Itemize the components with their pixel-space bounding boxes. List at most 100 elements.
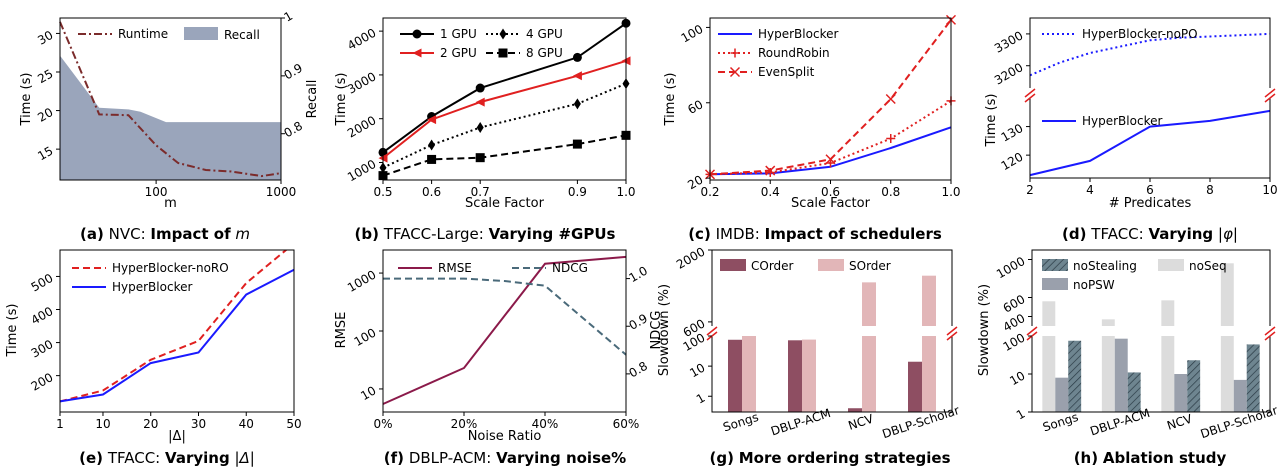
y-axis-label: Time (s) bbox=[984, 94, 999, 148]
legend-series-0-label: HyperBlocker-noRO bbox=[112, 261, 229, 275]
bar-noSeq-3-upper bbox=[1220, 263, 1234, 326]
bar-SOrder-0-lower bbox=[742, 336, 756, 412]
series-2-point-2 bbox=[476, 121, 484, 133]
axis-break bbox=[1024, 88, 1036, 103]
plot-area bbox=[60, 250, 294, 403]
recall-area bbox=[60, 55, 281, 180]
legend-series-1-marker bbox=[730, 48, 740, 58]
x-tick-label-2: 6 bbox=[1146, 183, 1154, 197]
bar-noPSW-2 bbox=[1174, 374, 1188, 412]
y-tick-label-0: 1000 bbox=[345, 157, 378, 184]
x-tick-label-3: 8 bbox=[1206, 183, 1214, 197]
x-tick-label-4: 1.0 bbox=[616, 185, 635, 199]
x-tick-label-1: 10 bbox=[95, 417, 110, 431]
caption-rest: More ordering strategies bbox=[739, 449, 951, 467]
x-axis-label: Noise Ratio bbox=[468, 429, 542, 444]
y-axis-label: Time (s) bbox=[663, 73, 678, 127]
y-tick-label-0: 10 bbox=[358, 383, 378, 403]
bar-noSeq-0-lower bbox=[1042, 336, 1056, 412]
legend-series-1-label: RoundRobin bbox=[758, 46, 830, 60]
legend-SOrder-label: SOrder bbox=[849, 259, 891, 273]
caption-dataset: TFACC: bbox=[1090, 225, 1143, 243]
y2-tick-label-0: 0.8 bbox=[282, 119, 306, 141]
legend-recall-label: Recall bbox=[224, 28, 260, 42]
y-tick-label-2: 100 bbox=[679, 22, 706, 46]
y-tick-label-1: 3300 bbox=[992, 28, 1025, 55]
y-axis-label: Slowdown (%) bbox=[977, 284, 992, 376]
legend-series-1-label: HyperBlocker bbox=[112, 280, 192, 294]
y2-axis-label: Recall bbox=[305, 80, 320, 119]
x-tick-label-4: 10 bbox=[1262, 183, 1277, 197]
caption: (a) NVC: Impact of m bbox=[80, 225, 250, 243]
y-tick-label-3: 30 bbox=[35, 28, 55, 48]
legend-noSeq-label: noSeq bbox=[1189, 259, 1227, 273]
legend-series-0-label: HyperBlocker-noPO bbox=[1082, 27, 1198, 41]
bar-COrder-3 bbox=[908, 361, 922, 412]
axis-break bbox=[946, 326, 958, 341]
y-tick-label-0: 20 bbox=[685, 173, 705, 193]
series-2-point-2 bbox=[825, 154, 836, 165]
caption-rest: Varying bbox=[1148, 225, 1213, 243]
y-tick-label-1: 130 bbox=[999, 121, 1026, 145]
caption-rest: Ablation study bbox=[1103, 449, 1227, 467]
y-axis-label: Time (s) bbox=[19, 73, 34, 127]
axis-break bbox=[1264, 326, 1276, 341]
x-tick-label-0: 0% bbox=[373, 417, 392, 431]
legend-SOrder-key bbox=[818, 259, 844, 271]
caption-math: m bbox=[235, 225, 250, 243]
caption: (c) IMDB: Impact of schedulers bbox=[688, 225, 942, 243]
series-0-point-3 bbox=[572, 52, 582, 62]
y-tick-label-0: 200 bbox=[29, 370, 56, 394]
y-tick-label-1: 2000 bbox=[345, 113, 378, 140]
legend-COrder-label: COrder bbox=[751, 259, 794, 273]
legend-series-1-marker bbox=[412, 48, 422, 58]
bar-noStealing-1 bbox=[1127, 372, 1141, 412]
x-tick-label-4: 1.0 bbox=[941, 185, 960, 199]
x-tick-label-3: 0.8 bbox=[881, 185, 900, 199]
legend-series-0-label: 1 GPU bbox=[440, 27, 477, 41]
axis-break bbox=[1264, 88, 1276, 103]
x-tick-label-0: Songs bbox=[1041, 410, 1080, 435]
bar-noStealing-0 bbox=[1068, 340, 1082, 412]
y2-tick-label-0: 0.8 bbox=[627, 359, 651, 381]
caption-dataset: DBLP-ACM: bbox=[409, 449, 491, 467]
bar-SOrder-3-lower bbox=[922, 336, 936, 412]
legend-series-0-label: HyperBlocker bbox=[758, 27, 838, 41]
bar-noSeq-1-upper bbox=[1101, 319, 1115, 326]
x-axis-label: # Predicates bbox=[1109, 196, 1192, 211]
series-1-line bbox=[382, 59, 627, 159]
series-1-point-2 bbox=[475, 97, 485, 107]
bar-COrder-2 bbox=[848, 408, 862, 412]
chart-h: Songs DBLP-ACM NCV DBLP-Scholar400600100011… bbox=[977, 249, 1279, 467]
x-tick-label-3: 60% bbox=[613, 417, 640, 431]
y-tick-label-0: 1 bbox=[694, 391, 708, 407]
y-axis-label: RMSE bbox=[334, 312, 349, 349]
bar-SOrder-1 bbox=[802, 339, 816, 412]
x-tick-label-2: 40% bbox=[532, 417, 559, 431]
series-0-line bbox=[382, 255, 627, 405]
caption-rest: Varying noise% bbox=[496, 449, 626, 467]
x-tick-label-1: 1000 bbox=[266, 185, 297, 199]
y2-tick-label-1: 0.9 bbox=[282, 61, 306, 83]
legend-series-3-marker bbox=[498, 48, 508, 58]
y-tick-label-1: 10 bbox=[1007, 368, 1027, 388]
y2-tick-label-2: 1 bbox=[282, 9, 296, 25]
caption-dataset: IMDB: bbox=[716, 225, 760, 243]
legend-noStealing-key bbox=[1042, 259, 1068, 271]
x-tick-label-0: 100 bbox=[145, 185, 168, 199]
plot-frame bbox=[59, 249, 295, 413]
y-axis-label: Time (s) bbox=[5, 304, 20, 358]
series-3-point-3 bbox=[572, 139, 582, 149]
legend-series-2-marker bbox=[499, 28, 507, 40]
x-tick-label-0: 1 bbox=[56, 417, 64, 431]
series-1-point-3 bbox=[886, 134, 896, 144]
legend-recall-key bbox=[184, 27, 218, 40]
bar-COrder-1 bbox=[788, 340, 802, 412]
plot-frame bbox=[709, 17, 952, 181]
plot-frame bbox=[59, 17, 282, 181]
caption-rest: Impact of schedulers bbox=[765, 225, 942, 243]
x-tick-label-0: Songs bbox=[721, 410, 760, 435]
lower-frame bbox=[711, 336, 953, 413]
